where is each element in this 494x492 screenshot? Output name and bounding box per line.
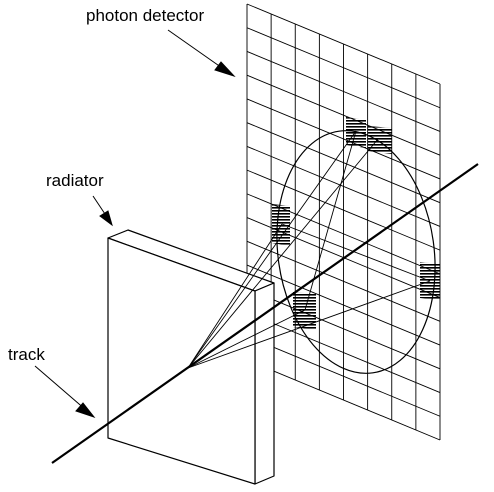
photon-ray [187,138,379,369]
grid-row-line [246,240,441,322]
grid-row-line [246,335,441,417]
photon-hit-top-right [368,126,392,154]
grid-row-line [246,264,441,346]
particle-track [51,163,479,464]
photon-ray [187,280,431,369]
pointer-arrows [34,29,236,419]
photon-hit-bottom [293,292,316,330]
photon-hits [272,117,440,330]
grid-row-line [246,51,441,132]
radiator-block [107,229,275,485]
arrow-track [34,365,87,411]
grid-row-line [246,359,441,441]
photon-detector-grid [246,3,441,441]
grid-row-line [246,122,441,204]
grid-row-line [246,288,441,370]
grid-row-line [246,169,441,251]
track-label: track [8,345,45,364]
photon-ray [187,223,283,369]
photon-rays [187,130,431,369]
cherenkov-ring [276,130,436,374]
arrow-track-head [75,402,96,419]
arrow-photon-detector-head [214,61,236,78]
photon-detector-label: photon detector [86,6,205,25]
radiator-label: radiator [46,171,104,190]
photon-ray [187,130,357,369]
grid-row-line [246,74,441,156]
grid-row-line [246,27,441,109]
photon-ray [281,223,431,282]
photon-ray [187,309,306,369]
arrow-radiator-head [99,210,113,227]
grid-row-line [246,3,441,85]
arrow-photon-detector [167,29,226,71]
radiator-front-face [107,237,256,485]
grid-row-line [246,312,441,393]
grid-row-line [246,98,441,180]
